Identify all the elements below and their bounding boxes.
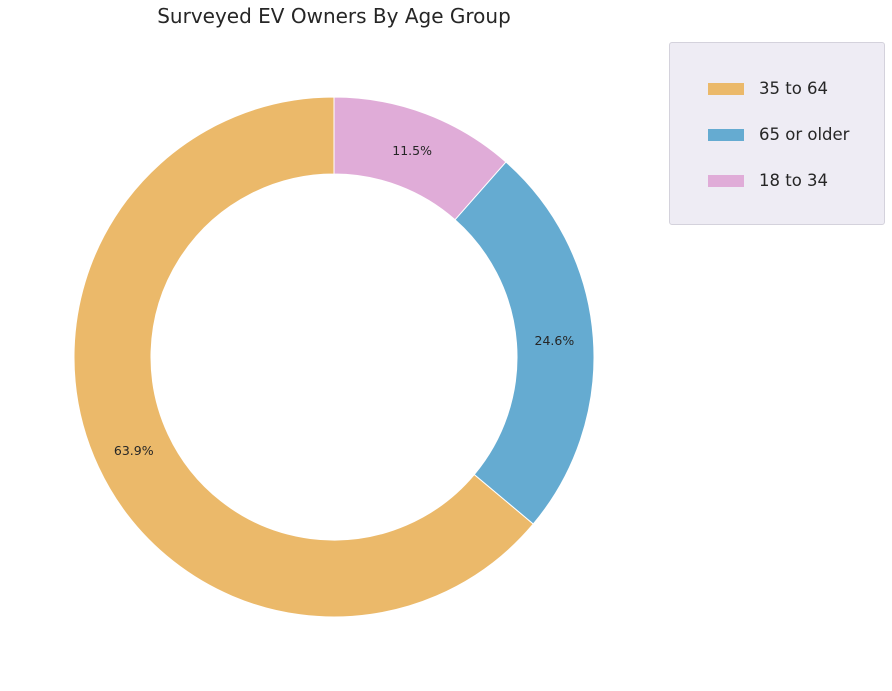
chart-title: Surveyed EV Owners By Age Group (157, 4, 511, 28)
legend-label: 18 to 34 (759, 171, 829, 190)
legend-label: 35 to 64 (759, 79, 829, 98)
legend-swatch (708, 128, 744, 141)
legend-label: 65 or older (759, 125, 850, 144)
donut-slices (73, 96, 595, 618)
donut-slice-18-to-34 (333, 96, 507, 221)
legend-item-65-or-older: 65 or older (670, 123, 884, 146)
slice-label-65-or-older: 24.6% (535, 333, 575, 348)
slice-label-35-to-64: 63.9% (114, 443, 154, 458)
slice-label-18-to-34: 11.5% (392, 143, 432, 158)
donut-slice-35-to-64 (73, 96, 534, 618)
legend-item-18-to-34: 18 to 34 (670, 169, 884, 192)
legend-swatch (708, 82, 744, 95)
legend: 35 to 64 65 or older 18 to 34 (669, 42, 885, 225)
legend-item-35-to-64: 35 to 64 (670, 77, 884, 100)
slice-labels: 63.9% 24.6% 11.5% (114, 143, 574, 458)
legend-swatch (708, 174, 744, 187)
